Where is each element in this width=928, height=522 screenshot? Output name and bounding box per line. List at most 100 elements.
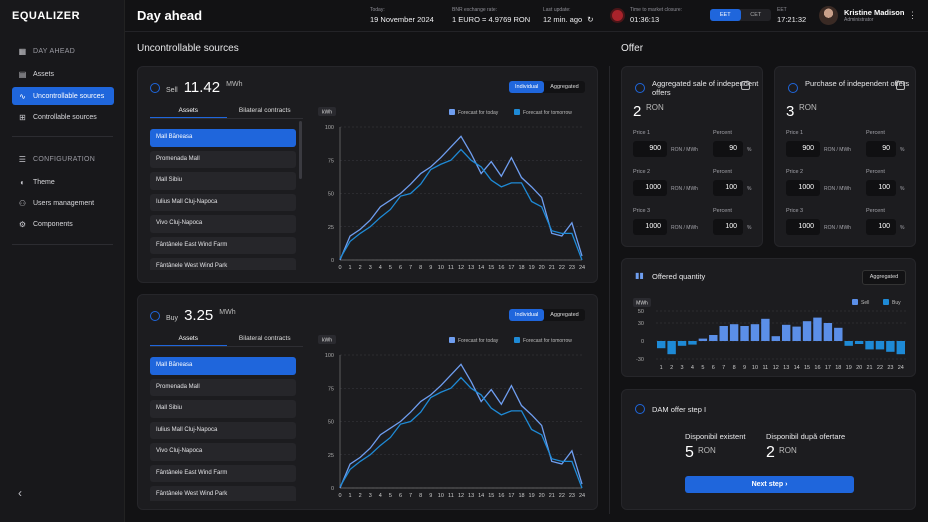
price-input[interactable]: 900 (633, 141, 667, 157)
x-tick-label: 13 (468, 265, 474, 271)
aggregated-button[interactable]: Aggregated (862, 270, 906, 285)
sale-offer-card: Aggregated sale of independent offers 2 … (621, 66, 763, 247)
x-tick-label: 3 (369, 493, 372, 499)
x-tick-label: 15 (804, 365, 810, 371)
aggregated-option[interactable]: Aggregated (550, 312, 579, 318)
sidebar: EQUALIZER ▦ DAY AHEAD ▤ Assets ∿ Uncontroll… (0, 0, 125, 522)
kebab-menu-icon[interactable]: ⋮ (908, 10, 917, 20)
price-input[interactable]: 900 (786, 141, 820, 157)
y-tick-label: 25 (328, 225, 334, 231)
copy-icon[interactable] (896, 81, 905, 90)
user-name[interactable]: Kristine Madison (844, 8, 905, 17)
percent-label: Percent (866, 169, 885, 175)
sidebar-divider (12, 244, 113, 245)
x-tick-label: 23 (569, 493, 575, 499)
buy-header: Buy 3.25 MWh (150, 307, 236, 324)
list-item[interactable]: Vivo Cluj-Napoca (150, 215, 296, 233)
tab-bilateral-contracts[interactable]: Bilateral contracts (238, 107, 291, 114)
avatar[interactable] (819, 6, 838, 25)
refresh-icon[interactable]: ↻ (587, 15, 594, 24)
x-tick-label: 0 (338, 265, 341, 271)
x-tick-label: 24 (579, 265, 585, 271)
list-item[interactable]: Mall Sibiu (150, 400, 296, 418)
list-item[interactable]: Fântânele West Wind Park (150, 486, 296, 501)
x-tick-label: 24 (898, 365, 904, 371)
tab-bilateral-contracts[interactable]: Bilateral contracts (238, 335, 291, 342)
percent-unit: % (747, 147, 752, 153)
x-tick-label: 16 (814, 365, 820, 371)
tab-assets[interactable]: Assets (150, 105, 227, 118)
series-line-tomorrow (339, 376, 583, 489)
price-input[interactable]: 1000 (786, 180, 820, 196)
list-item[interactable]: Iulius Mall Cluj-Napoca (150, 193, 296, 211)
collapse-sidebar-icon[interactable]: ‹ (18, 486, 22, 500)
list-item[interactable]: Promenada Mall (150, 150, 296, 168)
sidebar-item-theme[interactable]: ◐ Theme (12, 173, 114, 191)
price-label: Price 3 (633, 208, 651, 214)
individual-option[interactable]: Individual (509, 309, 545, 321)
x-tick-label: 10 (438, 493, 444, 499)
list-item[interactable]: Promenada Mall (150, 378, 296, 396)
day-ahead-header: DAY AHEAD (33, 48, 76, 55)
x-tick-label: 9 (429, 265, 432, 271)
y-tick-label: 0 (331, 258, 334, 264)
sidebar-item-controllable-sources[interactable]: ⊞ Controllable sources (12, 108, 114, 126)
tz-eet-option[interactable]: EET (710, 9, 741, 21)
app-logo[interactable]: EQUALIZER (12, 10, 81, 22)
list-item[interactable]: Mall Băneasa (150, 357, 296, 375)
percent-input[interactable]: 100 (866, 219, 896, 235)
price-label: Price 2 (786, 169, 804, 175)
percent-input[interactable]: 100 (713, 219, 743, 235)
list-item[interactable]: Vivo Cluj-Napoca (150, 443, 296, 461)
bar-sell (792, 326, 801, 341)
direction-label: Sell (166, 87, 178, 94)
list-item[interactable]: Fântânele East Wind Farm (150, 236, 296, 254)
x-tick-label: 2 (670, 365, 673, 371)
individual-option[interactable]: Individual (509, 81, 545, 93)
copy-icon[interactable] (741, 81, 750, 90)
sidebar-item-users-management[interactable]: ⚇ Users management (12, 194, 114, 212)
users-icon: ⚇ (18, 198, 27, 208)
x-tick-label: 17 (508, 493, 514, 499)
next-step-button[interactable]: Next step › (685, 476, 854, 493)
list-item[interactable]: Mall Sibiu (150, 172, 296, 190)
list-item[interactable]: Mall Băneasa (150, 129, 296, 147)
bar-buy (657, 341, 666, 349)
sidebar-item-components[interactable]: ⚙ Components (12, 215, 114, 233)
percent-input[interactable]: 100 (713, 180, 743, 196)
price-input[interactable]: 1000 (633, 180, 667, 196)
x-tick-label: 1 (349, 265, 352, 271)
price-input[interactable]: 1000 (786, 219, 820, 235)
x-tick-label: 24 (579, 493, 585, 499)
clock-label: EET (777, 7, 787, 13)
price-input[interactable]: 1000 (633, 219, 667, 235)
list-item[interactable]: Iulius Mall Cluj-Napoca (150, 421, 296, 439)
sidebar-item-assets[interactable]: ▤ Assets (12, 65, 114, 83)
percent-label: Percent (713, 130, 732, 136)
sidebar-item-uncontrollable-sources[interactable]: ∿ Uncontrollable sources (12, 87, 114, 105)
y-tick-label: 100 (325, 125, 334, 131)
buy-value: 3.25 (184, 307, 214, 324)
x-tick-label: 4 (379, 265, 382, 271)
source-tabs: Assets Bilateral contracts (150, 333, 303, 347)
bar-sell (698, 338, 708, 341)
list-item[interactable]: Fântânele West Wind Park (150, 258, 296, 270)
x-tick-label: 14 (478, 265, 484, 271)
tz-cet-option[interactable]: CET (750, 12, 762, 18)
sidebar-item-label: Components (33, 220, 73, 228)
after-currency: RON (779, 446, 797, 455)
x-tick-label: 13 (468, 493, 474, 499)
purchase-offer-value: 3 (786, 103, 795, 120)
aggregated-option[interactable]: Aggregated (550, 84, 579, 90)
percent-input[interactable]: 100 (866, 180, 896, 196)
tab-assets[interactable]: Assets (150, 333, 227, 346)
list-item[interactable]: Fântânele East Wind Farm (150, 464, 296, 482)
x-tick-label: 17 (508, 265, 514, 271)
next-step-label: Next step (751, 481, 784, 488)
asset-list-scrollbar[interactable] (299, 121, 302, 179)
percent-input[interactable]: 90 (713, 141, 743, 157)
percent-input[interactable]: 90 (866, 141, 896, 157)
x-tick-label: 9 (429, 493, 432, 499)
